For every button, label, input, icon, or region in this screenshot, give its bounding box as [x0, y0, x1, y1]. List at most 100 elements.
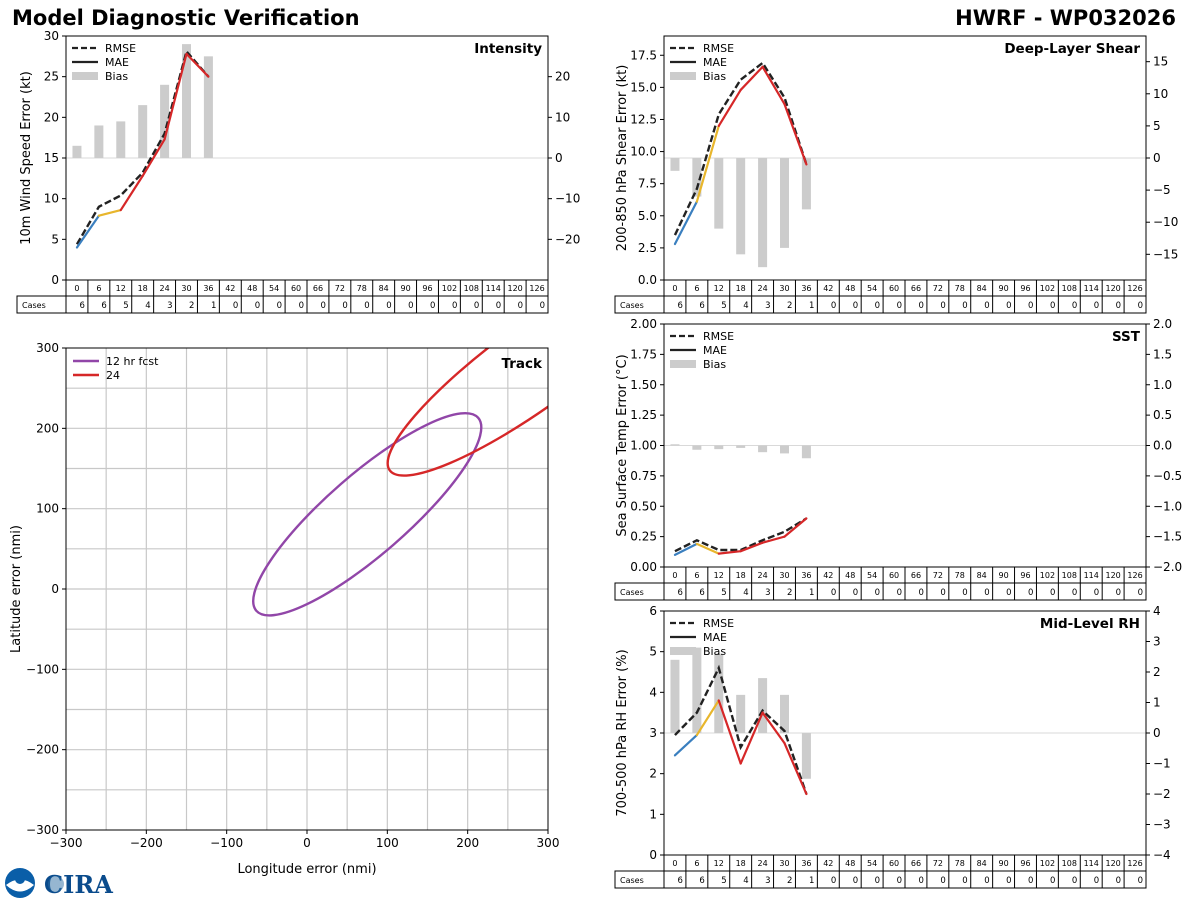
intensity-bias-bar [94, 125, 104, 158]
shear-ytick-label: 0.0 [638, 273, 657, 287]
shear-y2tick-label: −5 [1153, 183, 1171, 197]
intensity-mae-segment [119, 174, 144, 212]
intensity-bias-bar [72, 145, 82, 158]
rh-case-count: 0 [1006, 876, 1011, 886]
intensity-y2tick-label: 20 [555, 70, 570, 84]
sst-tau-label: 90 [998, 571, 1008, 580]
rh-case-count: 0 [918, 876, 923, 886]
sst-case-count: 0 [875, 588, 880, 598]
sst-tau-label: 42 [823, 571, 833, 580]
sst-legend-bias: Bias [703, 358, 726, 371]
intensity-case-count: 0 [452, 301, 457, 311]
shear-tau-label: 54 [867, 284, 877, 293]
intensity-legend-mae: MAE [105, 56, 129, 69]
sst-tau-label: 78 [955, 571, 965, 580]
intensity-tau-label: 12 [116, 284, 126, 293]
track-xlabel: Longitude error (nmi) [237, 862, 376, 877]
shear-cases-label: Cases [620, 301, 644, 310]
sst-case-count: 0 [1006, 588, 1011, 598]
shear-bias-bar [758, 158, 768, 268]
rh-case-count: 0 [853, 876, 858, 886]
sst-case-count: 6 [677, 588, 682, 598]
shear-title: Deep-Layer Shear [1004, 41, 1140, 57]
intensity-case-count: 0 [496, 301, 501, 311]
intensity-y2tick-label: −10 [555, 192, 580, 206]
sst-case-count: 0 [1072, 588, 1077, 598]
rh-case-count: 0 [897, 876, 902, 886]
sst-bias-bar [692, 445, 702, 450]
rh-tau-label: 120 [1105, 859, 1120, 868]
rh-case-count: 2 [787, 876, 792, 886]
shear-ytick-label: 15.0 [630, 80, 657, 94]
intensity-tau-label: 60 [291, 284, 301, 293]
track-xtick-label: −100 [210, 836, 243, 850]
intensity-tau-label: 114 [486, 284, 501, 293]
rh-ytick-label: 2 [649, 767, 657, 781]
sst-case-count: 4 [743, 588, 748, 598]
shear-case-count: 6 [699, 301, 704, 311]
shear-case-count: 6 [677, 301, 682, 311]
rh-legend-rmse: RMSE [703, 617, 734, 630]
rh-case-count: 1 [809, 876, 814, 886]
rh-tau-label: 30 [779, 859, 789, 868]
intensity-case-count: 0 [277, 301, 282, 311]
sst-mae-segment [761, 535, 786, 544]
shear-tau-label: 48 [845, 284, 855, 293]
intensity-ytick-label: 15 [44, 151, 59, 165]
sst-bias-bar [758, 445, 768, 453]
shear-case-count: 3 [765, 301, 770, 311]
intensity-mae-segment [163, 52, 188, 141]
intensity-tau-label: 18 [138, 284, 148, 293]
shear-case-count: 0 [940, 301, 945, 311]
sst-tau-label: 48 [845, 571, 855, 580]
rh-tau-label: 90 [998, 859, 1008, 868]
sst-tau-label: 108 [1062, 571, 1077, 580]
intensity-tau-label: 78 [357, 284, 367, 293]
sst-y2tick-label: 0.5 [1153, 408, 1172, 422]
sst-case-count: 0 [853, 588, 858, 598]
shear-tau-label: 66 [911, 284, 921, 293]
track-legend-label: 24 [106, 369, 120, 382]
intensity-tau-label: 108 [464, 284, 479, 293]
intensity-tau-label: 54 [269, 284, 279, 293]
shear-case-count: 0 [853, 301, 858, 311]
track-xtick-label: 100 [376, 836, 399, 850]
rh-tau-label: 96 [1020, 859, 1030, 868]
sst-case-count: 5 [721, 588, 726, 598]
rh-bias-bar [714, 653, 724, 733]
sst-y2tick-label: −2.0 [1153, 560, 1182, 574]
sst-ytick-label: 0.75 [630, 469, 657, 483]
intensity-cases-label: Cases [22, 301, 46, 310]
shear-case-count: 5 [721, 301, 726, 311]
rh-bias-bar [692, 647, 702, 733]
page-title: Model Diagnostic Verification [12, 6, 360, 30]
sst-case-count: 0 [831, 588, 836, 598]
intensity-bias-bar [182, 44, 191, 159]
sst-mae-segment [673, 542, 698, 556]
shear-case-count: 0 [1094, 301, 1099, 311]
shear-tau-label: 18 [736, 284, 746, 293]
intensity-case-count: 4 [145, 301, 150, 311]
intensity-bias-bar [138, 105, 148, 158]
shear-tau-label: 60 [889, 284, 899, 293]
intensity-tau-label: 36 [203, 284, 213, 293]
shear-tau-label: 84 [977, 284, 987, 293]
noaa-logo-icon: CIRA [5, 868, 113, 899]
intensity-y2tick-label: 0 [555, 151, 563, 165]
sst-case-count: 1 [809, 588, 814, 598]
track-ytick-label: −100 [26, 662, 59, 676]
rh-y2tick-label: −2 [1153, 787, 1171, 801]
intensity-case-count: 0 [386, 301, 391, 311]
shear-tau-label: 96 [1020, 284, 1030, 293]
intensity-mae-segment [185, 52, 210, 78]
sst-tau-label: 6 [694, 571, 699, 580]
sst-case-count: 0 [1138, 588, 1143, 598]
shear-mae-segment [673, 200, 698, 246]
rh-tau-label: 72 [933, 859, 943, 868]
track-ytick-label: 0 [51, 582, 59, 596]
intensity-mae-segment [97, 208, 122, 217]
sst-ylabel: Sea Surface Temp Error (°C) [615, 354, 630, 536]
sst-case-count: 0 [1050, 588, 1055, 598]
rh-legend-bias: Bias [703, 645, 726, 658]
sst-cases-label: Cases [620, 588, 644, 597]
